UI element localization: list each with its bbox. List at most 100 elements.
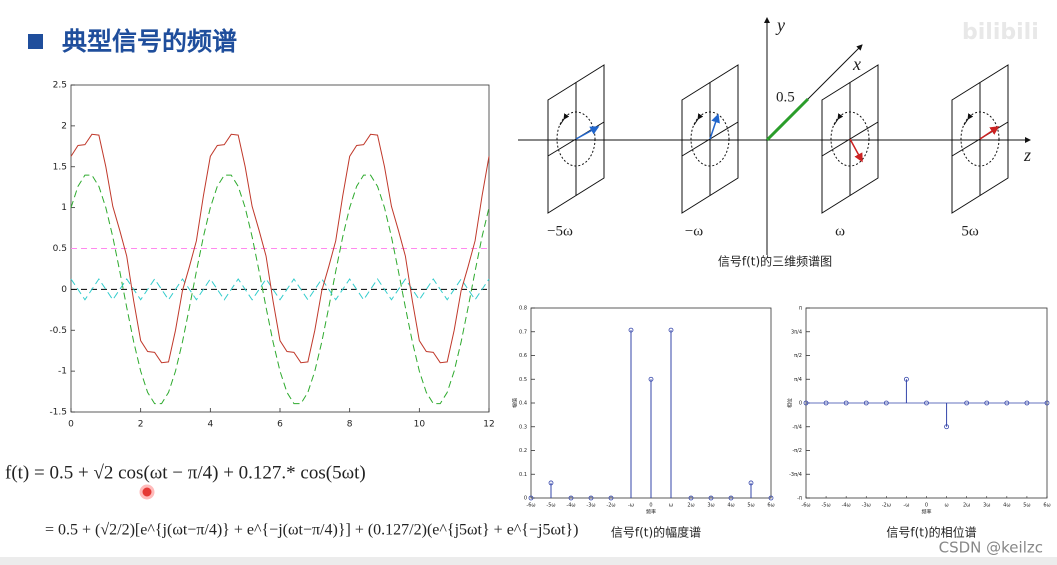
stem-marker (803, 400, 809, 406)
x-tick-label: 5ω (747, 503, 754, 509)
x-axis-label: 频率 (921, 509, 931, 516)
x-tick-label: -2ω (882, 503, 891, 509)
y-tick-label: 0.2 (519, 448, 527, 454)
stem-marker (823, 400, 829, 406)
x-tick-label: 8 (347, 420, 353, 430)
x-tick-label: ω (669, 503, 673, 509)
axis-label: z (1023, 145, 1031, 165)
x-tick-label: 4ω (1003, 503, 1010, 509)
stem-marker (924, 400, 929, 406)
phasor (849, 138, 863, 163)
y-tick-label: π/2 (794, 353, 802, 359)
y-tick-label: π (799, 306, 802, 312)
rotation-circle (690, 111, 730, 167)
stem-marker (708, 495, 714, 501)
y-tick-label: 0.8 (519, 306, 527, 312)
pointer-dot (139, 484, 155, 500)
rotation-arrow (833, 113, 844, 126)
y-tick-label: -1.5 (49, 408, 67, 418)
x-tick-label: -3ω (586, 503, 595, 509)
y-tick-label: -π/4 (792, 424, 802, 430)
x-tick-label: ω (944, 503, 948, 509)
watermark: CSDN @keilzc (939, 539, 1043, 557)
x-tick-label: 4ω (727, 503, 734, 509)
stem-marker (528, 495, 534, 501)
phasor (709, 113, 720, 140)
stem-marker (984, 400, 990, 406)
x-tick-label: -5ω (821, 503, 830, 509)
y-axis-label: 相位 (787, 398, 794, 408)
x-tick-label: -6ω (801, 503, 810, 509)
rotation-circle (960, 111, 1000, 167)
y-tick-label: 0 (61, 285, 67, 295)
x-tick-label: 12 (483, 420, 494, 430)
formula-line: = 0.5 + (√2/2)[e^{j(ωt−π/4)} + e^{−j(ωt−… (45, 522, 578, 539)
rotation-circle (830, 111, 870, 167)
frequency-label: 5ω (961, 223, 979, 239)
dc-component (765, 97, 810, 142)
x-tick-label: -6ω (526, 503, 535, 509)
stem-marker (748, 480, 754, 486)
y-tick-label: 2.5 (53, 81, 67, 91)
axis-label: y (775, 15, 785, 35)
x-tick-label: 3ω (983, 503, 990, 509)
x-tick-label: -2ω (606, 503, 615, 509)
x-tick-label: 6 (277, 420, 283, 430)
spectrum-3d-diagram: y x z 0.5 −5ω −ω ω 5ω 信号f(t)的三维频谱图 (518, 15, 1031, 269)
y-tick-label: 0 (524, 496, 527, 502)
rotation-arrow (693, 113, 704, 126)
y-tick-label: -π (797, 496, 802, 502)
x-tick-label: -3ω (862, 503, 871, 509)
y-tick-label: 0.6 (519, 353, 527, 359)
x-axis-label: 频率 (646, 509, 656, 516)
x-tick-label: -5ω (546, 503, 555, 509)
frequency-label: ω (835, 223, 845, 239)
stem-marker (688, 495, 694, 501)
stem-marker (608, 495, 614, 501)
stem-marker (904, 376, 909, 382)
phasor (979, 126, 1000, 140)
watermark: bilibili (962, 20, 1039, 45)
rotation-arrow (559, 113, 570, 126)
x-tick-label: 10 (414, 420, 426, 430)
stem-marker (568, 495, 574, 501)
plot-area (70, 84, 490, 413)
stem-marker (1004, 400, 1010, 406)
y-tick-label: -3π/4 (789, 472, 802, 478)
axis-label: x (852, 54, 861, 74)
stem-marker (944, 424, 949, 430)
series-line (70, 174, 490, 405)
formula-line: f(t) = 0.5 + √2 cos(ωt − π/4) + 0.127.* … (5, 462, 366, 483)
stem-marker (964, 400, 970, 406)
rotation-circle (556, 111, 596, 167)
y-tick-label: 0.5 (53, 244, 67, 254)
frequency-label: −ω (685, 223, 703, 239)
panel (547, 64, 605, 214)
diagram-caption: 信号f(t)的三维频谱图 (718, 254, 832, 269)
stem-marker (1044, 400, 1050, 406)
panel (951, 64, 1009, 214)
title-bullet (28, 34, 43, 49)
y-tick-label: -π/2 (792, 448, 802, 454)
y-tick-label: 0.3 (519, 424, 527, 430)
chart-caption: 信号f(t)的相位谱 (886, 525, 976, 540)
y-axis-label: 幅值 (512, 398, 519, 408)
x-tick-label: 3ω (707, 503, 714, 509)
y-tick-label: 0.4 (519, 401, 527, 407)
stem-marker (768, 495, 774, 501)
stem-marker (648, 376, 654, 382)
bottom-strip (0, 557, 1057, 565)
series-line (70, 278, 490, 301)
stem-marker (548, 480, 554, 486)
x-tick-label: 6ω (767, 503, 774, 509)
x-tick-label: 0 (68, 420, 74, 430)
slide-title: 典型信号的频谱 (62, 27, 237, 56)
x-tick-label: 4 (207, 420, 213, 430)
y-tick-label: 0.7 (519, 329, 527, 335)
x-tick-label: -4ω (566, 503, 575, 509)
y-tick-label: 1.5 (53, 162, 67, 172)
x-tick-label: 6ω (1043, 503, 1050, 509)
y-tick-label: π/4 (794, 377, 802, 383)
dc-label: 0.5 (776, 89, 795, 105)
rotation-arrow (963, 113, 974, 126)
